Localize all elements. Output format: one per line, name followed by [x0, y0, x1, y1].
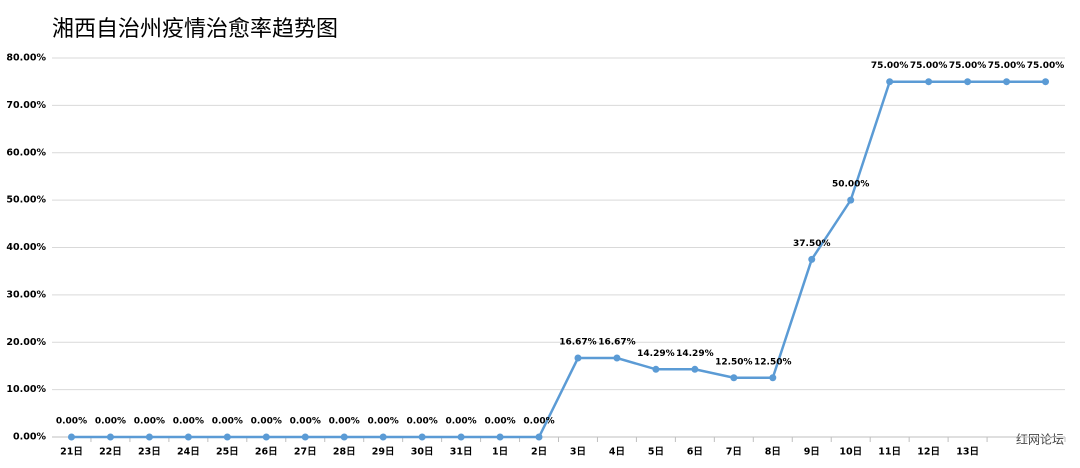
- data-label: 0.00%: [368, 417, 399, 427]
- data-label: 16.67%: [598, 338, 636, 348]
- data-point: [418, 433, 426, 441]
- data-point: [535, 433, 543, 441]
- x-tick-label: 29日: [372, 447, 395, 458]
- data-label: 12.50%: [754, 357, 792, 367]
- x-tick-label: 2日: [531, 447, 547, 458]
- data-point: [847, 196, 855, 204]
- data-label: 50.00%: [832, 180, 870, 190]
- data-label: 12.50%: [715, 357, 753, 367]
- data-label: 37.50%: [793, 239, 831, 249]
- data-label: 0.00%: [484, 417, 515, 427]
- data-point: [379, 433, 387, 441]
- data-point: [301, 433, 309, 441]
- data-label: 75.00%: [871, 61, 909, 71]
- x-tick-label: 13日: [956, 447, 979, 458]
- x-tick-label: 21日: [60, 447, 83, 458]
- data-point: [886, 78, 894, 86]
- x-tick-label: 5日: [648, 447, 664, 458]
- x-tick-label: 1日: [492, 447, 508, 458]
- data-label: 0.00%: [329, 417, 360, 427]
- data-point: [496, 433, 504, 441]
- data-point: [730, 374, 738, 382]
- x-tick-label: 3日: [570, 447, 586, 458]
- y-tick-label: 0.00%: [13, 432, 46, 443]
- data-point: [574, 354, 582, 362]
- series-line: [71, 80, 1046, 439]
- data-point: [106, 433, 114, 441]
- data-label: 75.00%: [910, 61, 948, 71]
- data-label: 0.00%: [290, 417, 321, 427]
- chart-title: 湘西自治州疫情治愈率趋势图: [52, 17, 338, 42]
- data-point: [808, 255, 816, 263]
- data-point: [1003, 78, 1011, 86]
- data-point: [691, 365, 699, 373]
- x-tick-label: 22日: [99, 447, 122, 458]
- data-label: 0.00%: [523, 417, 554, 427]
- data-point: [145, 433, 153, 441]
- x-tick-label: 30日: [411, 447, 434, 458]
- y-tick-label: 20.00%: [6, 337, 46, 348]
- x-tick-label: 9日: [804, 447, 820, 458]
- data-point: [262, 433, 270, 441]
- y-tick-label: 80.00%: [6, 53, 46, 64]
- data-label: 0.00%: [134, 417, 165, 427]
- x-tick-label: 26日: [255, 447, 278, 458]
- data-point: [1042, 78, 1050, 86]
- data-point: [964, 78, 972, 86]
- watermark: 红网论坛: [1016, 432, 1064, 447]
- data-point: [223, 433, 231, 441]
- y-tick-label: 10.00%: [6, 384, 46, 395]
- data-point: [769, 374, 777, 382]
- data-point: [613, 354, 621, 362]
- data-label: 0.00%: [445, 417, 476, 427]
- x-tick-label: 23日: [138, 447, 161, 458]
- x-tick-label: 31日: [450, 447, 473, 458]
- x-tick-label: 27日: [294, 447, 317, 458]
- x-tick-label: 25日: [216, 447, 239, 458]
- x-tick-label: 10日: [839, 447, 862, 458]
- data-point: [457, 433, 465, 441]
- x-tick-label: 24日: [177, 447, 200, 458]
- data-point: [184, 433, 192, 441]
- y-tick-label: 70.00%: [6, 100, 46, 111]
- x-tick-label: 12日: [917, 447, 940, 458]
- data-label: 14.29%: [637, 349, 675, 359]
- data-label: 0.00%: [173, 417, 204, 427]
- x-tick-label: 11日: [878, 447, 901, 458]
- data-label: 75.00%: [949, 61, 987, 71]
- data-point: [340, 433, 348, 441]
- x-tick-label: 4日: [609, 447, 625, 458]
- data-label: 0.00%: [212, 417, 243, 427]
- data-label: 75.00%: [988, 61, 1026, 71]
- data-point: [67, 433, 75, 441]
- y-tick-label: 40.00%: [6, 242, 46, 253]
- x-tick-label: 7日: [726, 447, 742, 458]
- y-tick-label: 30.00%: [6, 289, 46, 300]
- x-tick-label: 6日: [687, 447, 703, 458]
- data-label: 0.00%: [407, 417, 438, 427]
- data-label: 0.00%: [95, 417, 126, 427]
- data-label: 0.00%: [251, 417, 282, 427]
- data-point: [652, 365, 660, 373]
- data-label: 0.00%: [56, 417, 87, 427]
- y-tick-label: 50.00%: [6, 195, 46, 206]
- x-tick-label: 28日: [333, 447, 356, 458]
- x-tick-label: 8日: [765, 447, 781, 458]
- y-tick-label: 60.00%: [6, 147, 46, 158]
- data-point: [925, 78, 933, 86]
- data-label: 14.29%: [676, 349, 714, 359]
- data-label: 75.00%: [1027, 61, 1065, 71]
- data-label: 16.67%: [559, 338, 597, 348]
